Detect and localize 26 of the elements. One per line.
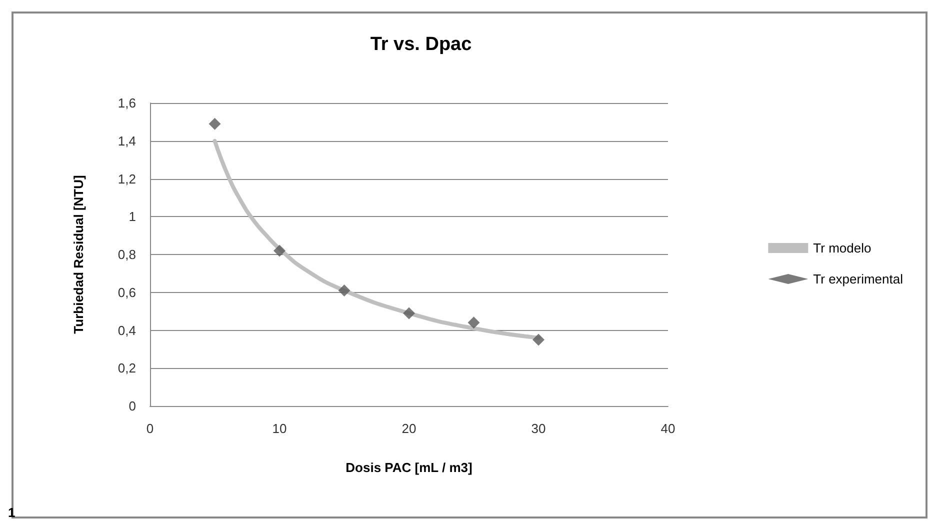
text: 1 — [8, 505, 16, 520]
x-tick-label: 40 — [660, 421, 676, 436]
y-tick-label: 1,2 — [118, 171, 136, 186]
y-tick-label: 0,4 — [118, 322, 136, 338]
legend-label: Tr modelo — [813, 240, 872, 256]
point — [468, 316, 480, 329]
y-tick-label: 0,8 — [118, 247, 136, 262]
y-tick-label: 1 — [128, 209, 136, 224]
x-axis-title: Dosis PAC [mL / m3] — [346, 460, 472, 475]
point — [208, 118, 221, 130]
point — [274, 244, 286, 257]
point — [532, 334, 544, 346]
y-tick-label: 0,2 — [118, 360, 136, 376]
x-tick-label: 0 — [146, 421, 154, 436]
y-tick-label: 1,6 — [118, 96, 136, 110]
x-tick-label: 10 — [272, 421, 287, 436]
point — [338, 284, 350, 296]
chart-title: Tr vs. Dpac — [370, 34, 472, 55]
y-tick-label: 0 — [128, 398, 136, 414]
y-tick-label: 1,4 — [118, 133, 136, 148]
legend-label: Tr experimental — [813, 272, 904, 286]
x-tick-label: 20 — [402, 421, 416, 436]
x-tick-label: 30 — [531, 421, 546, 436]
y-tick-label: 0,6 — [118, 284, 136, 300]
y-axis-title: Turbiedad Residual [NTU] — [71, 175, 86, 334]
point — [403, 307, 415, 320]
